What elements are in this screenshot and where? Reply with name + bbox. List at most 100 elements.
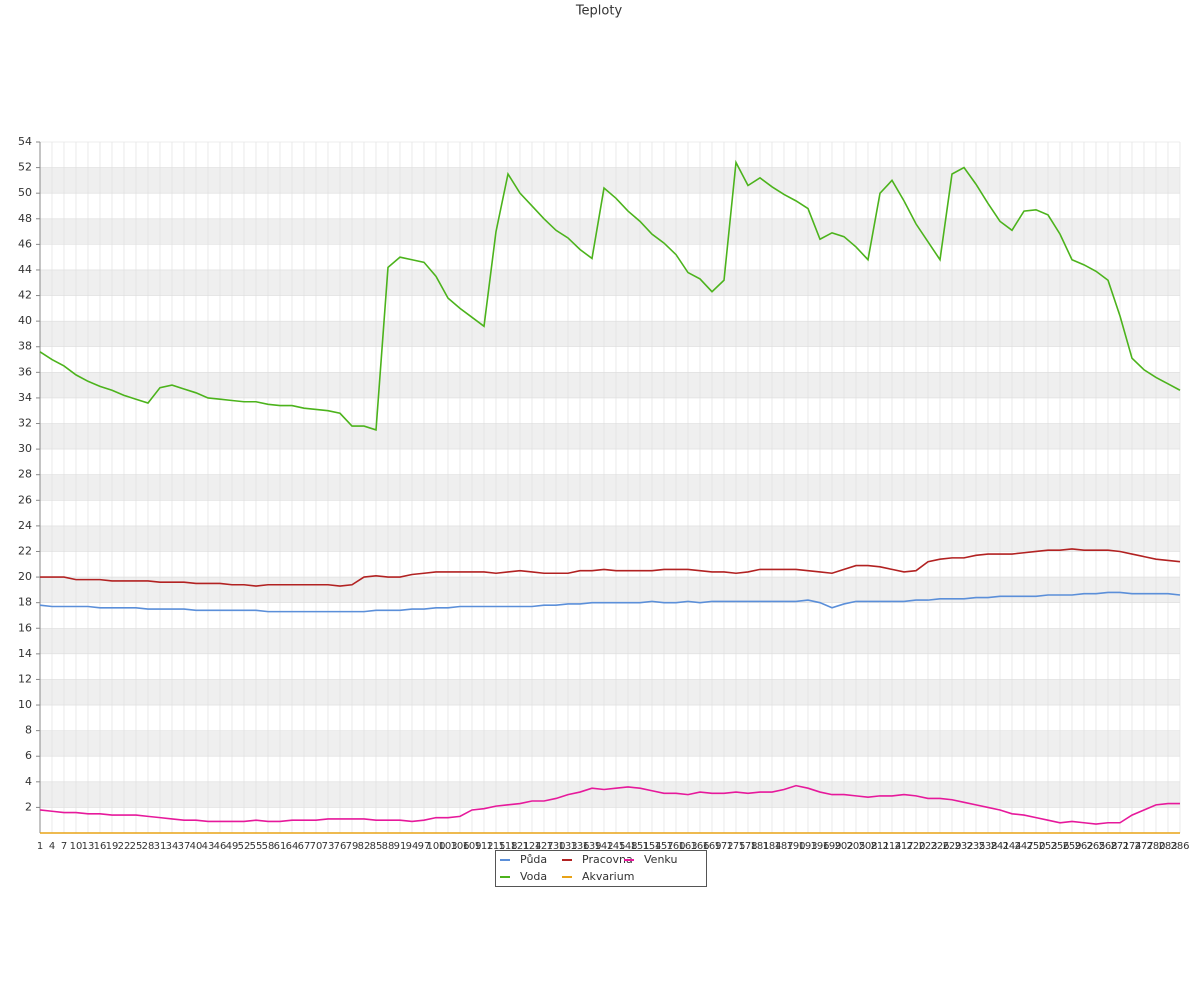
y-tick-label: 36 — [18, 365, 32, 378]
x-tick-label: 31 — [154, 841, 167, 852]
y-tick-label: 14 — [18, 647, 32, 660]
x-tick-label: 85 — [370, 841, 383, 852]
x-tick-label: 49 — [226, 841, 239, 852]
x-tick-label: 28 — [142, 841, 155, 852]
x-tick-label: 40 — [190, 841, 203, 852]
x-tick-label: 58 — [262, 841, 275, 852]
legend-label: Venku — [644, 853, 677, 866]
series-line — [40, 548, 1181, 587]
x-tick-label: 166 — [690, 841, 709, 852]
x-tick-label: 145 — [606, 841, 625, 852]
grid-band — [40, 372, 1180, 398]
x-tick-label: 262 — [1074, 841, 1093, 852]
x-tick-label: 190 — [786, 841, 805, 852]
y-tick-label: 6 — [25, 749, 32, 762]
x-tick-label: 187 — [774, 841, 793, 852]
x-tick-label: 250 — [1026, 841, 1045, 852]
x-tick-label: 112 — [474, 841, 493, 852]
x-tick-label: 103 — [438, 841, 457, 852]
x-tick-label: 241 — [990, 841, 1009, 852]
x-tick-label: 115 — [486, 841, 505, 852]
x-tick-label: 226 — [930, 841, 949, 852]
x-tick-label: 94 — [406, 841, 419, 852]
x-tick-label: 286 — [1170, 841, 1189, 852]
x-tick-label: 70 — [310, 841, 323, 852]
x-tick-label: 151 — [630, 841, 649, 852]
grid-band — [40, 423, 1180, 450]
x-tick-label: 247 — [1014, 841, 1033, 852]
x-tick-label: 25 — [130, 841, 143, 852]
x-tick-label: 46 — [214, 841, 227, 852]
y-tick-label: 46 — [18, 237, 32, 250]
x-tick-label: 55 — [250, 841, 263, 852]
x-tick-label: 34 — [166, 841, 179, 852]
legend-box — [495, 850, 707, 887]
y-tick-label: 52 — [18, 161, 32, 174]
grid-band — [40, 269, 1180, 296]
y-tick-label: 28 — [18, 468, 32, 481]
x-tick-label: 235 — [966, 841, 985, 852]
x-tick-label: 244 — [1002, 841, 1021, 852]
legend-label: Akvarium — [582, 870, 634, 883]
y-tick-label: 24 — [18, 519, 32, 532]
x-tick-label: 229 — [942, 841, 961, 852]
x-tick-label: 124 — [522, 841, 541, 852]
y-tick-label: 38 — [18, 340, 32, 353]
y-tick-label: 16 — [18, 621, 32, 634]
x-tick-label: 178 — [738, 841, 757, 852]
grid-band — [40, 781, 1180, 808]
x-tick-label: 37 — [178, 841, 191, 852]
x-tick-label: 10 — [70, 841, 83, 852]
x-tick-label: 280 — [1146, 841, 1165, 852]
x-tick-label: 61 — [274, 841, 287, 852]
x-tick-label: 184 — [762, 841, 781, 852]
grid-band — [40, 679, 1180, 706]
x-tick-label: 79 — [346, 841, 359, 852]
x-tick-label: 133 — [558, 841, 577, 852]
legend-label: Voda — [520, 870, 547, 883]
x-tick-label: 121 — [510, 841, 529, 852]
x-tick-label: 13 — [82, 841, 95, 852]
x-tick-label: 73 — [322, 841, 335, 852]
x-tick-label: 205 — [846, 841, 865, 852]
y-tick-label: 20 — [18, 570, 32, 583]
x-tick-label: 52 — [238, 841, 251, 852]
x-tick-label: 139 — [582, 841, 601, 852]
x-tick-label: 136 — [570, 841, 589, 852]
y-tick-label: 10 — [18, 698, 32, 711]
x-tick-label: 142 — [594, 841, 613, 852]
series-line — [39, 591, 1181, 613]
x-tick-label: 175 — [726, 841, 745, 852]
x-tick-label: 271 — [1110, 841, 1129, 852]
y-tick-label: 40 — [18, 314, 32, 327]
x-tick-label: 154 — [642, 841, 661, 852]
x-tick-label: 157 — [654, 841, 673, 852]
x-tick-label: 1 — [37, 841, 43, 852]
x-tick-label: 130 — [546, 841, 565, 852]
x-tick-label: 97 — [418, 841, 431, 852]
grid-band — [40, 628, 1180, 654]
grid-band — [40, 474, 1180, 501]
x-tick-label: 88 — [382, 841, 395, 852]
x-tick-label: 22 — [118, 841, 131, 852]
grid-band — [40, 730, 1180, 757]
chart-title: Teploty — [575, 4, 623, 19]
x-tick-label: 199 — [822, 841, 841, 852]
x-tick-label: 91 — [394, 841, 407, 852]
y-tick-label: 18 — [18, 596, 32, 609]
y-tick-label: 32 — [18, 417, 32, 430]
x-tick-label: 7 — [61, 841, 67, 852]
y-tick-label: 30 — [18, 442, 32, 455]
grid-band — [40, 321, 1180, 347]
grid-band — [40, 525, 1180, 552]
x-tick-label: 181 — [750, 841, 769, 852]
x-tick-label: 220 — [906, 841, 925, 852]
x-tick-label: 208 — [858, 841, 877, 852]
y-tick-label: 26 — [18, 493, 32, 506]
x-tick-label: 106 — [450, 841, 469, 852]
x-tick-label: 238 — [978, 841, 997, 852]
y-tick-label: 8 — [25, 724, 32, 737]
x-tick-label: 76 — [334, 841, 347, 852]
x-tick-label: 160 — [666, 841, 685, 852]
y-tick-label: 34 — [18, 391, 32, 404]
